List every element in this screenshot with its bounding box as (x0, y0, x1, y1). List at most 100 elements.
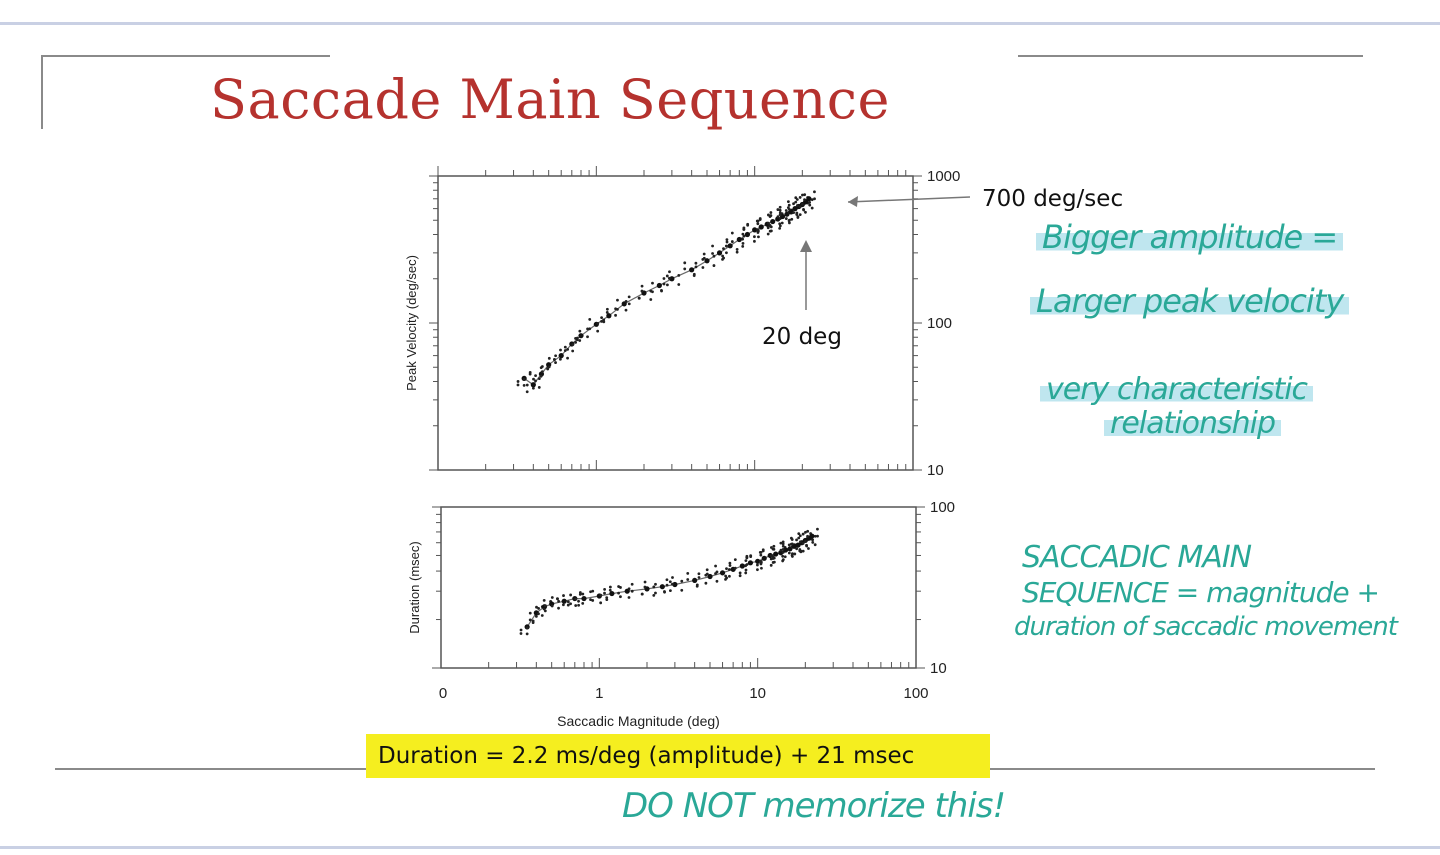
duration-formula: Duration = 2.2 ms/deg (amplitude) + 21 m… (366, 734, 990, 778)
duration-scatter-point (680, 579, 684, 583)
velocity-scatter-point (804, 210, 807, 214)
duration-scatter-point (745, 563, 749, 566)
velocity-scatter-point (778, 213, 782, 217)
velocity-scatter-point (784, 209, 788, 212)
duration-scatter-point (643, 580, 647, 584)
duration-scatter-point (714, 572, 717, 575)
duration-scatter-point (793, 552, 797, 556)
duration-scatter-point (578, 591, 582, 594)
velocity-scatter-point (531, 386, 535, 390)
duration-scatter-point (686, 578, 690, 581)
velocity-data-point (689, 267, 695, 273)
note-do-not-memorize: DO NOT memorize this! (622, 786, 1006, 826)
duration-scatter-point (787, 543, 791, 547)
duration-scatter-point (798, 534, 802, 538)
velocity-scatter-point (571, 349, 575, 353)
velocity-scatter-point (677, 283, 681, 286)
duration-scatter-point (630, 589, 634, 593)
duration-scatter-point (783, 555, 787, 559)
duration-scatter-point (745, 554, 749, 558)
velocity-scatter-point (566, 356, 569, 360)
duration-scatter-point (744, 568, 748, 572)
velocity-scatter-point (554, 354, 558, 358)
duration-scatter-point (599, 601, 603, 605)
duration-scatter-point (772, 547, 776, 551)
velocity-scatter-point (667, 276, 671, 280)
velocity-scatter-point (725, 251, 728, 255)
velocity-scatter-point (588, 327, 592, 331)
duration-scatter-point (680, 588, 684, 592)
velocity-data-point (558, 353, 564, 359)
duration-scatter-point (756, 563, 759, 567)
duration-y-tick-label: 10 (930, 660, 947, 677)
velocity-scatter-point (778, 224, 782, 228)
velocity-scatter-point (730, 231, 734, 235)
duration-data-point (747, 560, 754, 566)
velocity-scatter-point (735, 247, 739, 251)
duration-scatter-point (525, 626, 529, 630)
duration-scatter-point (798, 548, 802, 551)
note-larger-peak-velocity: Larger peak velocity (1030, 282, 1350, 320)
duration-scatter-point (528, 618, 532, 622)
duration-scatter-point (581, 601, 585, 605)
velocity-scatter-point (605, 311, 609, 314)
velocity-scatter-point (792, 211, 796, 214)
duration-scatter-point (577, 599, 580, 603)
velocity-scatter-point (776, 215, 780, 219)
peak-label: 700 deg/sec (982, 186, 1123, 212)
duration-scatter-point (574, 597, 578, 601)
duration-scatter-point (759, 553, 763, 557)
velocity-scatter-point (792, 202, 795, 206)
velocity-scatter-point (588, 317, 592, 321)
peak-arrow-line (847, 196, 971, 203)
duration-scatter-point (537, 612, 540, 616)
duration-scatter-point (799, 540, 802, 544)
velocity-scatter-point (640, 284, 644, 288)
frame-top-left-line (42, 55, 330, 57)
velocity-scatter-point (637, 296, 641, 300)
duration-scatter-point (528, 611, 532, 615)
duration-scatter-point (704, 581, 708, 585)
duration-scatter-point (806, 534, 809, 538)
duration-scatter-point (749, 555, 753, 559)
velocity-scatter-point (778, 205, 782, 209)
velocity-data-point (758, 224, 764, 230)
duration-x-axis-title: Saccadic Magnitude (deg) (557, 713, 720, 729)
duration-scatter-point (627, 596, 631, 599)
duration-scatter-point (574, 604, 578, 607)
velocity-scatter-point (662, 277, 666, 280)
velocity-scatter-point (735, 250, 739, 254)
duration-scatter-point (790, 553, 794, 557)
duration-scatter-point (733, 558, 737, 561)
duration-scatter-point (781, 554, 785, 558)
duration-scatter-point (603, 591, 606, 595)
chart-annotations: 700 deg/sec 20 deg (762, 186, 1123, 350)
duration-scatter-point (738, 574, 742, 578)
velocity-scatter-point (540, 370, 544, 374)
duration-plot-frame (440, 506, 917, 669)
velocity-scatter-point (802, 208, 806, 212)
velocity-scatter-point (753, 239, 756, 243)
duration-scatter-point (608, 585, 612, 589)
velocity-data-point (752, 227, 758, 233)
duration-scatter-point (813, 534, 817, 538)
duration-scatter-point (566, 600, 570, 604)
duration-scatter-point (779, 548, 783, 552)
duration-scatter-point (795, 547, 799, 551)
note-very-characteristic: very characteristic (1040, 372, 1314, 407)
duration-scatter-point (608, 588, 612, 592)
duration-scatter-point (807, 547, 810, 550)
duration-scatter-point (787, 551, 791, 555)
duration-scatter-point (591, 589, 595, 593)
duration-scatter-point (589, 590, 592, 594)
velocity-scatter-point (554, 361, 557, 364)
velocity-scatter-point (522, 377, 526, 381)
velocity-scatter-point (753, 235, 756, 239)
peak-arrow-head (848, 196, 858, 207)
velocity-data-point (770, 218, 776, 225)
duration-scatter-point (771, 561, 775, 564)
velocity-scatter-point (566, 347, 570, 351)
velocity-scatter-point (808, 203, 812, 207)
slide-top-rule (0, 22, 1440, 25)
duration-scatter-point (705, 568, 709, 572)
